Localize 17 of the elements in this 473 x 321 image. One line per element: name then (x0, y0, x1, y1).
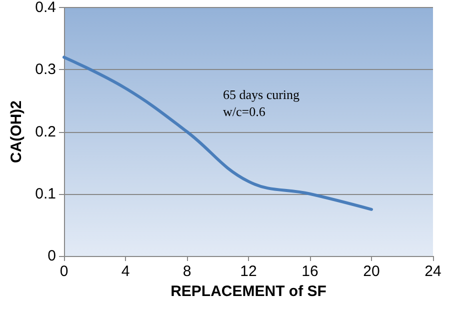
y-tick-label: 0.4 (35, 0, 56, 16)
x-tick-label: 8 (182, 263, 192, 280)
y-axis-title: CA(OH)2 (8, 100, 25, 163)
x-tick-label: 16 (302, 263, 318, 280)
x-tick-label: 20 (363, 263, 380, 280)
x-tick-label: 0 (60, 263, 68, 280)
y-tick-label: 0 (48, 248, 56, 264)
y-tick-label: 0.1 (35, 185, 56, 202)
y-tick-label: 0.2 (35, 123, 56, 140)
x-tick-label: 12 (240, 263, 257, 280)
x-axis-title: REPLACEMENT of SF (170, 282, 326, 300)
annotation: 65 days curing (223, 87, 300, 102)
x-tick-label: 24 (424, 263, 442, 280)
x-tick-label: 4 (121, 263, 130, 280)
line-series (62, 56, 373, 211)
y-tick-label: 0.3 (35, 61, 56, 78)
annotation: w/c=0.6 (223, 104, 266, 119)
